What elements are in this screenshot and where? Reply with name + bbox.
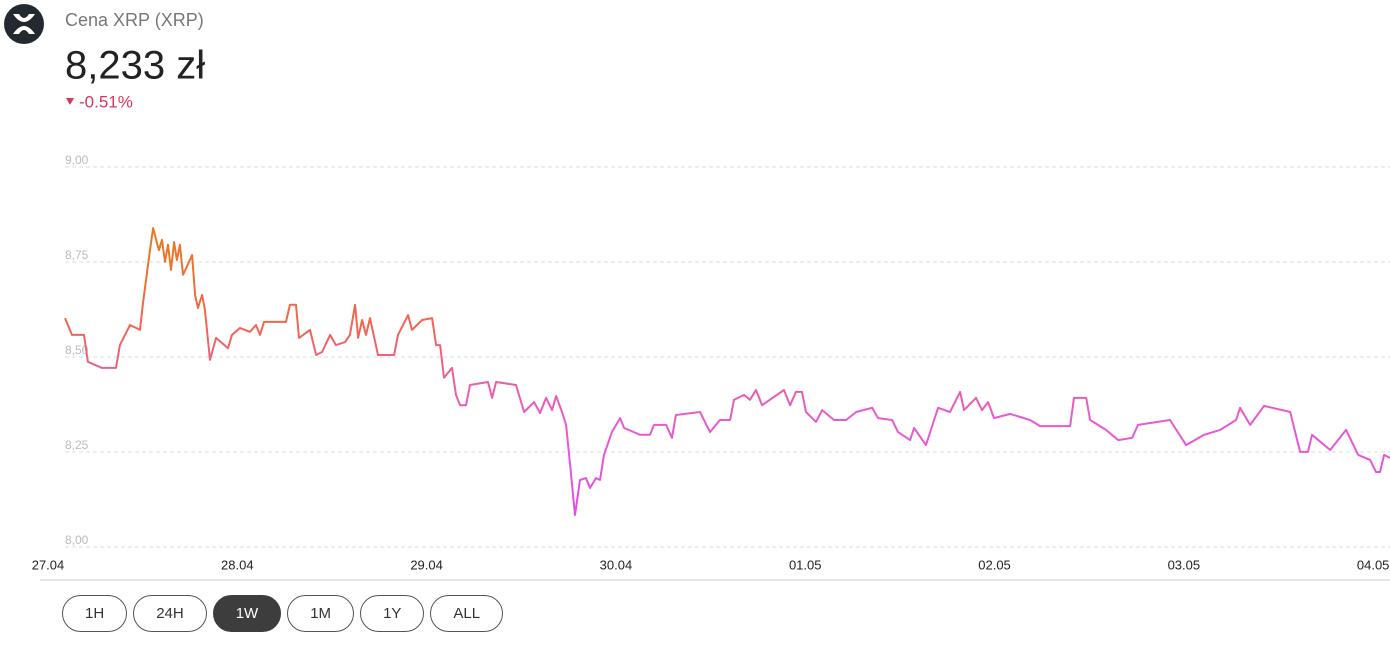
x-tick-label: 03.05	[1168, 557, 1201, 572]
y-tick-label: 8,00	[65, 533, 89, 547]
x-tick-label: 27.04	[32, 557, 65, 572]
range-button[interactable]: 1H	[62, 595, 128, 632]
range-button[interactable]: 1Y	[360, 595, 425, 632]
y-tick-label: 8,25	[65, 438, 89, 452]
range-buttons: 1H 24H 1W 1M 1Y ALL	[62, 595, 504, 632]
x-tick-label: 29.04	[410, 557, 443, 572]
y-tick-label: 9,00	[65, 153, 89, 167]
x-tick-label: 02.05	[978, 557, 1011, 572]
x-tick-label: 01.05	[789, 557, 822, 572]
x-tick-label: 28.04	[221, 557, 254, 572]
change: -0.51%	[79, 92, 133, 111]
chart: Cena XRP (XRP) 8,233 zł -0.51% 8,00 8,25 8…	[4, 4, 1390, 581]
y-tick-label: 8,50	[65, 343, 89, 357]
down-icon	[66, 98, 74, 105]
range-button[interactable]: 24H	[133, 595, 207, 632]
x-tick-label: 04.05	[1357, 557, 1390, 572]
range-button[interactable]: 1W	[212, 595, 282, 632]
xrp-icon	[4, 4, 44, 44]
range-button[interactable]: 1M	[287, 595, 355, 632]
title: Cena XRP (XRP)	[65, 10, 204, 30]
price-line	[64, 227, 1390, 516]
x-tick-label: 30.04	[600, 557, 633, 572]
range-button[interactable]: ALL	[430, 595, 504, 632]
y-tick-label: 8,75	[65, 248, 89, 262]
price: 8,233 zł	[65, 44, 205, 88]
xrp-logo	[13, 14, 35, 34]
